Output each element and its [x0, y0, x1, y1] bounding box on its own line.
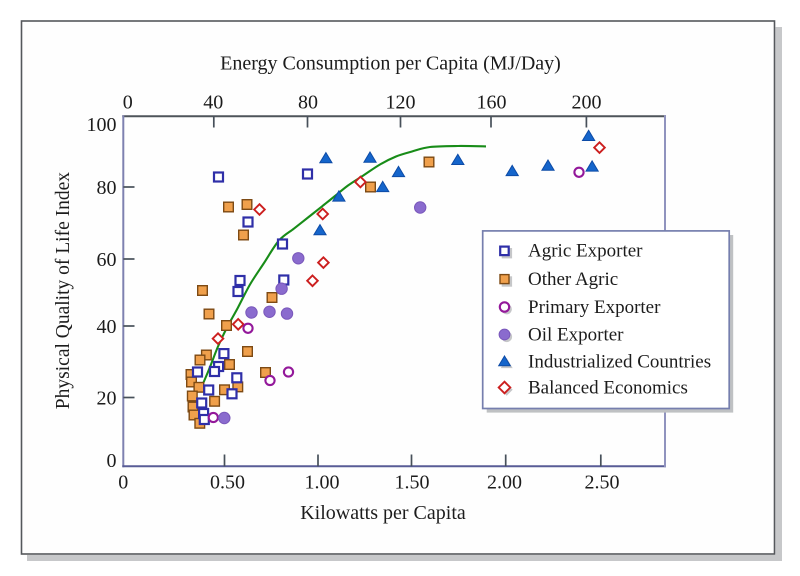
svg-text:20: 20 — [97, 388, 117, 410]
svg-text:40: 40 — [203, 92, 223, 114]
svg-text:0.50: 0.50 — [210, 472, 245, 494]
svg-text:1.00: 1.00 — [305, 472, 340, 494]
svg-text:80: 80 — [298, 92, 318, 114]
svg-text:Industrialized Countries: Industrialized Countries — [528, 351, 711, 372]
svg-text:60: 60 — [97, 249, 117, 271]
svg-text:40: 40 — [97, 316, 117, 338]
svg-text:Physical Quality of Life Index: Physical Quality of Life Index — [53, 172, 74, 409]
svg-text:120: 120 — [386, 92, 416, 114]
svg-text:Oil Exporter: Oil Exporter — [528, 324, 624, 345]
svg-text:Agric Exporter: Agric Exporter — [528, 241, 643, 262]
svg-text:80: 80 — [97, 177, 117, 199]
svg-text:200: 200 — [572, 92, 602, 114]
svg-text:2.00: 2.00 — [487, 472, 522, 494]
svg-text:0: 0 — [107, 450, 117, 472]
svg-text:Other Agric: Other Agric — [528, 269, 618, 290]
svg-text:0: 0 — [118, 472, 128, 494]
svg-text:2.50: 2.50 — [585, 472, 620, 494]
svg-text:Kilowatts per Capita: Kilowatts per Capita — [300, 502, 466, 524]
svg-text:160: 160 — [477, 92, 507, 114]
svg-text:1.50: 1.50 — [395, 472, 430, 494]
svg-text:Balanced Economics: Balanced Economics — [528, 377, 688, 398]
svg-text:Primary Exporter: Primary Exporter — [528, 297, 661, 318]
svg-text:0: 0 — [123, 92, 133, 114]
svg-text:Energy Consumption per Capita: Energy Consumption per Capita (MJ/Day) — [220, 53, 561, 75]
svg-text:100: 100 — [87, 114, 117, 136]
